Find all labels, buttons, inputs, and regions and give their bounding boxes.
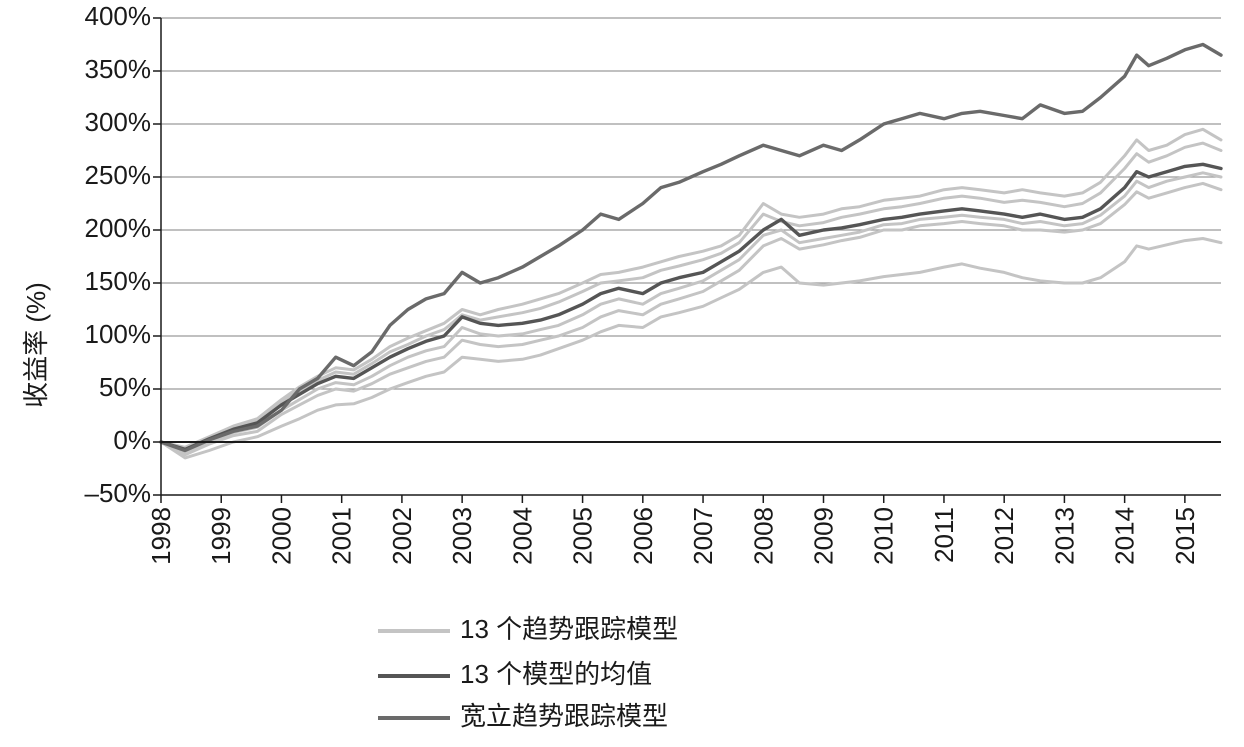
- series-line-model-upper: [159, 141, 1223, 450]
- y-tick-label-4: 150%: [85, 266, 152, 296]
- y-tick-label-5: 200%: [85, 213, 152, 243]
- series-lines: [159, 42, 1223, 460]
- x-tick-label-17: 2015: [1170, 507, 1200, 565]
- x-tick-label-16: 2014: [1110, 507, 1140, 565]
- axes: [153, 17, 1221, 503]
- x-tick-label-7: 2005: [568, 507, 598, 565]
- y-tick-label-1: 0%: [113, 425, 151, 455]
- series-line-average: [159, 162, 1223, 452]
- legend: 13 个趋势跟踪模型 13 个模型的均值 宽立趋势跟踪模型: [378, 614, 678, 731]
- x-tick-label-15: 2013: [1049, 507, 1079, 565]
- x-tick-label-9: 2007: [688, 507, 718, 565]
- x-tick-label-10: 2008: [748, 507, 778, 565]
- x-tick-label-5: 2003: [447, 507, 477, 565]
- y-tick-label-3: 100%: [85, 319, 152, 349]
- series-line-model-lower: [159, 181, 1223, 457]
- x-tick-label-6: 2004: [507, 507, 537, 565]
- legend-label-winton: 宽立趋势跟踪模型: [460, 701, 668, 731]
- y-tick-label-0: –50%: [85, 478, 152, 508]
- legend-label-average: 13 个模型的均值: [460, 659, 652, 689]
- legend-item-models: 13 个趋势跟踪模型: [378, 614, 678, 644]
- x-tick-label-4: 2002: [387, 507, 417, 565]
- legend-label-models: 13 个趋势跟踪模型: [460, 614, 678, 644]
- y-tick-label-9: 400%: [85, 1, 152, 31]
- x-tick-label-13: 2011: [929, 507, 959, 563]
- x-tick-label-14: 2012: [989, 507, 1019, 565]
- y-tick-label-7: 300%: [85, 107, 152, 137]
- x-tick-label-2: 2000: [267, 507, 297, 565]
- x-tick-label-0: 1998: [146, 507, 176, 565]
- series-line-winton: [159, 42, 1223, 453]
- y-tick-label-6: 250%: [85, 160, 152, 190]
- legend-item-winton: 宽立趋势跟踪模型: [378, 701, 668, 731]
- series-line-model-mid: [159, 171, 1223, 453]
- y-tick-labels: –50% 0% 50% 100% 150% 200% 250% 300% 350% 400%: [85, 1, 152, 508]
- x-tick-label-11: 2009: [809, 507, 839, 565]
- series-line-model-low: [159, 237, 1223, 460]
- x-tick-label-3: 2001: [327, 507, 357, 565]
- x-tick-label-12: 2010: [869, 507, 899, 565]
- x-tick-label-1: 1999: [206, 507, 236, 565]
- x-tick-labels: 1998 1999 2000 2001 2002 2003 2004 2005 2006 2007…: [146, 507, 1200, 565]
- legend-item-average: 13 个模型的均值: [378, 659, 652, 689]
- y-tick-label-2: 50%: [99, 372, 151, 402]
- x-tick-label-8: 2006: [628, 507, 658, 565]
- y-tick-label-8: 350%: [85, 54, 152, 84]
- gridlines: [161, 17, 1221, 390]
- series-line-model-high: [159, 127, 1223, 449]
- y-axis-label: 收益率 (%): [21, 282, 51, 408]
